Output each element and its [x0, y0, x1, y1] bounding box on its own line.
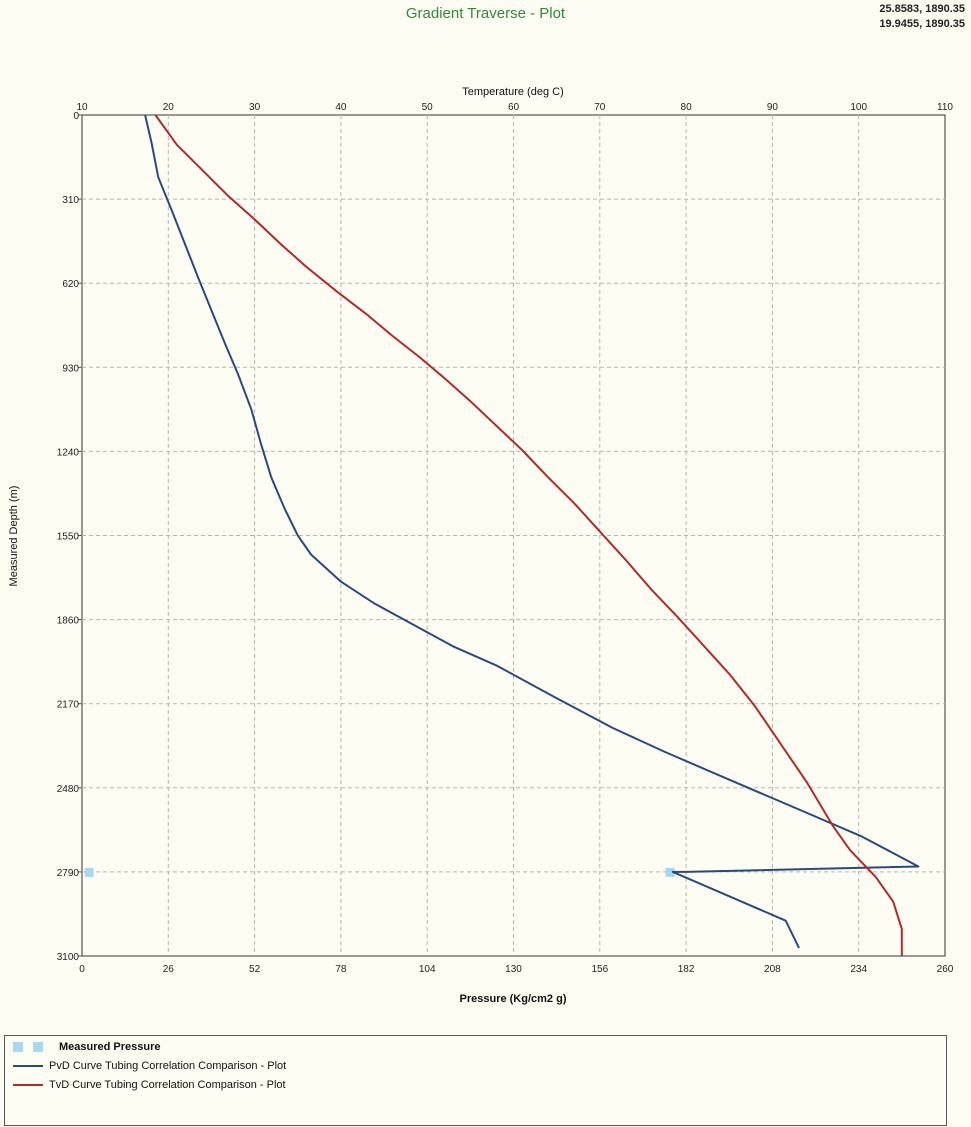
cursor-readout-2: 19.9455, 1890.35 [879, 18, 965, 30]
legend-swatch-pvd [13, 1065, 43, 1067]
grid-lines [78, 114, 945, 957]
x-top-tick-label: 90 [767, 102, 779, 113]
y-tick-label: 2170 [57, 700, 80, 711]
series-line-1 [144, 114, 920, 949]
x-bottom-tick-label: 104 [419, 964, 436, 975]
cursor-readout-1: 25.8583, 1890.35 [879, 3, 965, 15]
x-bottom-tick-label: 208 [764, 964, 781, 975]
x-bottom-tick-label: 0 [79, 964, 85, 975]
y-tick-label: 0 [73, 111, 79, 122]
x-top-tick-label: 40 [335, 102, 347, 113]
legend-item-tvd: TvD Curve Tubing Correlation Comparison … [13, 1079, 286, 1091]
tick-labels: 0102620523078401045013060156701828020890… [57, 102, 954, 975]
legend-label-tvd: TvD Curve Tubing Correlation Comparison … [49, 1079, 286, 1091]
x-top-tick-label: 60 [508, 102, 520, 113]
x-top-tick-label: 20 [163, 102, 175, 113]
x-top-tick-label: 10 [76, 102, 88, 113]
x-top-tick-label: 110 [937, 102, 953, 113]
legend-item-pvd: PvD Curve Tubing Correlation Comparison … [13, 1060, 286, 1072]
legend-swatch-tvd [13, 1084, 43, 1086]
y-axis-label: Measured Depth (m) [8, 486, 20, 587]
x-bottom-tick-label: 130 [505, 964, 522, 975]
legend-item-measured-pressure: Measured Pressure [13, 1041, 161, 1053]
y-tick-label: 1240 [57, 447, 80, 458]
x-top-tick-label: 100 [850, 102, 867, 113]
x-top-tick-label: 80 [681, 102, 693, 113]
x-bottom-tick-label: 156 [591, 964, 608, 975]
x-bottom-tick-label: 78 [335, 964, 347, 975]
measured-pressure-point [665, 867, 675, 877]
y-tick-label: 2480 [57, 784, 80, 795]
x-top-tick-label: 30 [249, 102, 261, 113]
chart-title: Gradient Traverse - Plot [405, 5, 566, 22]
legend-swatch-measured-pressure-2 [33, 1042, 43, 1052]
y-tick-label: 1860 [57, 616, 80, 627]
x-bottom-tick-label: 52 [249, 964, 261, 975]
x-bottom-tick-label: 260 [937, 964, 954, 975]
gradient-plot[interactable]: 0102620523078401045013060156701828020890… [0, 0, 971, 1030]
y-tick-label: 2790 [57, 868, 80, 879]
x-bottom-tick-label: 26 [163, 964, 175, 975]
y-tick-label: 1550 [57, 532, 80, 543]
y-tick-label: 930 [62, 363, 79, 374]
legend: Measured Pressure PvD Curve Tubing Corre… [4, 1035, 947, 1126]
y-tick-label: 310 [62, 195, 79, 206]
measured-pressure-point [84, 867, 94, 877]
series-line-2 [154, 114, 903, 956]
x-top-tick-label: 50 [422, 102, 434, 113]
legend-swatch-measured-pressure-1 [13, 1042, 23, 1052]
x-bottom-tick-label: 234 [850, 964, 867, 975]
series-layer [84, 114, 920, 956]
x-axis-bottom-label: Pressure (Kg/cm2 g) [460, 993, 567, 1005]
y-tick-label: 3100 [57, 952, 80, 963]
x-axis-top-label: Temperature (deg C) [462, 86, 564, 98]
legend-label-pvd: PvD Curve Tubing Correlation Comparison … [49, 1060, 287, 1072]
y-tick-label: 620 [62, 279, 79, 290]
legend-label-measured-pressure: Measured Pressure [59, 1041, 161, 1053]
x-top-tick-label: 70 [594, 102, 606, 113]
x-bottom-tick-label: 182 [678, 964, 695, 975]
